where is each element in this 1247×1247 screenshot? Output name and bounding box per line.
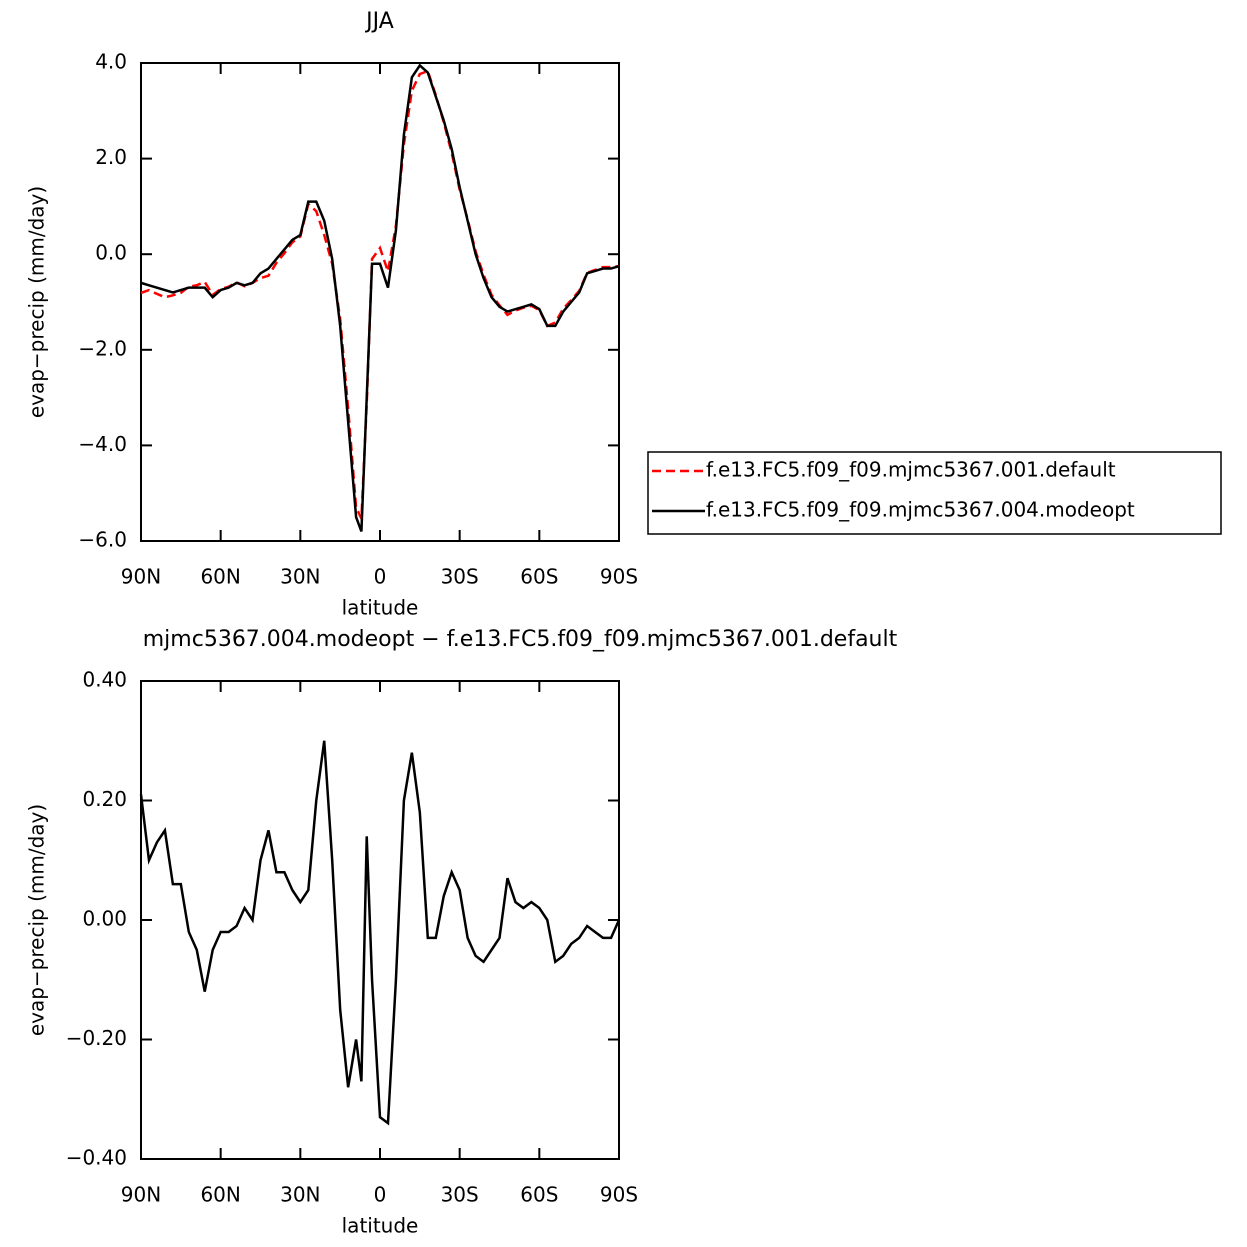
x-tick-label: 60N [200,1183,240,1207]
y-axis-label: evap−precip (mm/day) [25,804,49,1036]
y-tick-label: 0.0 [95,241,127,265]
x-tick-label: 90N [121,565,161,589]
legend-label: f.e13.FC5.f09_f09.mjmc5367.004.modeopt [706,498,1135,522]
x-tick-label: 90S [600,1183,638,1207]
x-tick-label: 30S [441,1183,479,1207]
x-tick-label: 30N [280,1183,320,1207]
x-tick-label: 0 [374,1183,387,1207]
legend-label: f.e13.FC5.f09_f09.mjmc5367.001.default [706,458,1116,482]
y-tick-label: 2.0 [95,145,127,169]
y-tick-label: 4.0 [95,50,127,74]
x-tick-label: 60N [200,565,240,589]
y-tick-label: −4.0 [78,432,127,456]
data-line [140,63,620,532]
y-tick-label: 0.40 [82,668,127,692]
y-tick-label: 0.00 [82,907,127,931]
y-tick-label: −0.20 [66,1026,127,1050]
y-tick-label: 0.20 [82,787,127,811]
legend-box [647,451,1222,535]
x-tick-label: 30S [441,565,479,589]
data-line [140,69,620,520]
x-axis-label: latitude [342,596,419,620]
chart-title: mjmc5367.004.modeopt − f.e13.FC5.f09_f09… [143,627,898,652]
plot-frame [140,62,620,542]
x-tick-label: 30N [280,565,320,589]
chart-title: JJA [364,9,394,34]
y-tick-label: −6.0 [78,528,127,552]
y-axis-label: evap−precip (mm/day) [25,186,49,418]
y-tick-label: −2.0 [78,336,127,360]
x-tick-label: 90N [121,1183,161,1207]
x-axis-label: latitude [342,1214,419,1238]
x-tick-label: 0 [374,565,387,589]
data-line [139,740,621,1126]
x-tick-label: 90S [600,565,638,589]
y-tick-label: −0.40 [66,1146,127,1170]
x-tick-label: 60S [520,1183,558,1207]
x-tick-label: 60S [520,565,558,589]
